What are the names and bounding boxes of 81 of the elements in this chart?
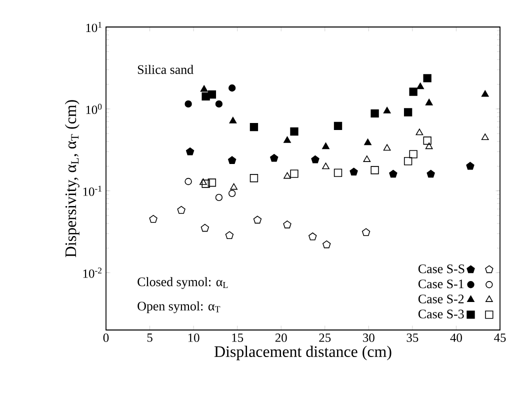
point: [290, 127, 298, 136]
point: [228, 84, 236, 92]
point: [425, 98, 433, 106]
point: [230, 183, 238, 190]
point: [404, 108, 412, 116]
point: [383, 144, 391, 151]
annotation: Closed symol: α$_{L}$: [138, 277, 228, 289]
point: [253, 216, 262, 224]
x-tick-label: 40: [450, 334, 462, 342]
point: [290, 170, 298, 178]
point: [284, 136, 291, 143]
point: [389, 170, 398, 178]
point: [423, 74, 432, 82]
point: [228, 190, 236, 197]
y-tick-label: 10$^{0}$: [86, 104, 102, 114]
point: [149, 214, 158, 223]
point: [229, 116, 237, 124]
point: [250, 122, 258, 132]
point: [364, 138, 372, 146]
point: [409, 88, 418, 96]
point: [334, 122, 342, 130]
point: [409, 150, 418, 158]
point: [363, 155, 371, 162]
legend-label: Case S-2: [418, 294, 464, 304]
point: [426, 170, 435, 178]
point: [423, 136, 432, 145]
point: [466, 162, 474, 170]
x-axis-title: Displacement distance (cm): [214, 346, 392, 360]
point: [334, 168, 342, 177]
y-tick-label: 10$^{1}$: [86, 22, 102, 32]
y-tick-label: 10$^{-1}$: [83, 186, 102, 196]
point: [481, 90, 489, 97]
point: [362, 228, 370, 236]
point: [225, 231, 234, 240]
x-tick-label: 0: [103, 334, 109, 342]
legend-label: Case S-S: [418, 264, 464, 274]
point: [322, 142, 330, 150]
point: [481, 134, 489, 140]
point: [383, 106, 391, 114]
point: [425, 142, 433, 150]
legend-label: Case S-3: [418, 310, 464, 318]
point: [283, 220, 292, 228]
x-tick-label: 35: [406, 334, 418, 342]
point: [250, 174, 258, 182]
point: [215, 100, 223, 108]
point: [200, 85, 208, 92]
y-axis-title: Dispersivity, α$_{L}$, α$_{T}$ (cm): [64, 100, 80, 258]
x-tick-label: 45: [494, 334, 506, 342]
point: [202, 180, 210, 188]
point: [322, 240, 331, 248]
point: [404, 157, 412, 166]
annotation: Silica sand: [138, 64, 194, 74]
point: [200, 178, 207, 185]
point: [208, 90, 216, 99]
legend-label: Case S-1: [418, 280, 464, 288]
point: [284, 172, 291, 179]
point: [228, 156, 236, 164]
x-tick-label: 15: [232, 334, 244, 342]
point: [200, 224, 210, 232]
point: [308, 232, 317, 240]
point: [370, 166, 379, 174]
point: [177, 206, 186, 214]
annotation: Open symol: α$_{T}$: [138, 301, 220, 314]
point: [184, 100, 192, 108]
point: [208, 178, 216, 187]
point: [416, 82, 424, 90]
point: [322, 162, 330, 170]
point: [311, 155, 320, 164]
point: [350, 168, 358, 176]
point: [370, 109, 379, 118]
x-tick-label: 20: [275, 334, 287, 342]
point: [184, 178, 192, 186]
point: [215, 194, 223, 202]
x-tick-label: 30: [363, 334, 374, 342]
x-tick-label: 25: [319, 334, 331, 342]
point: [270, 154, 278, 162]
x-tick-label: 5: [147, 334, 152, 342]
x-tick-label: 10: [188, 334, 200, 342]
point: [186, 147, 194, 156]
point: [416, 128, 424, 136]
y-tick-label: 10$^{-2}$: [83, 268, 102, 278]
